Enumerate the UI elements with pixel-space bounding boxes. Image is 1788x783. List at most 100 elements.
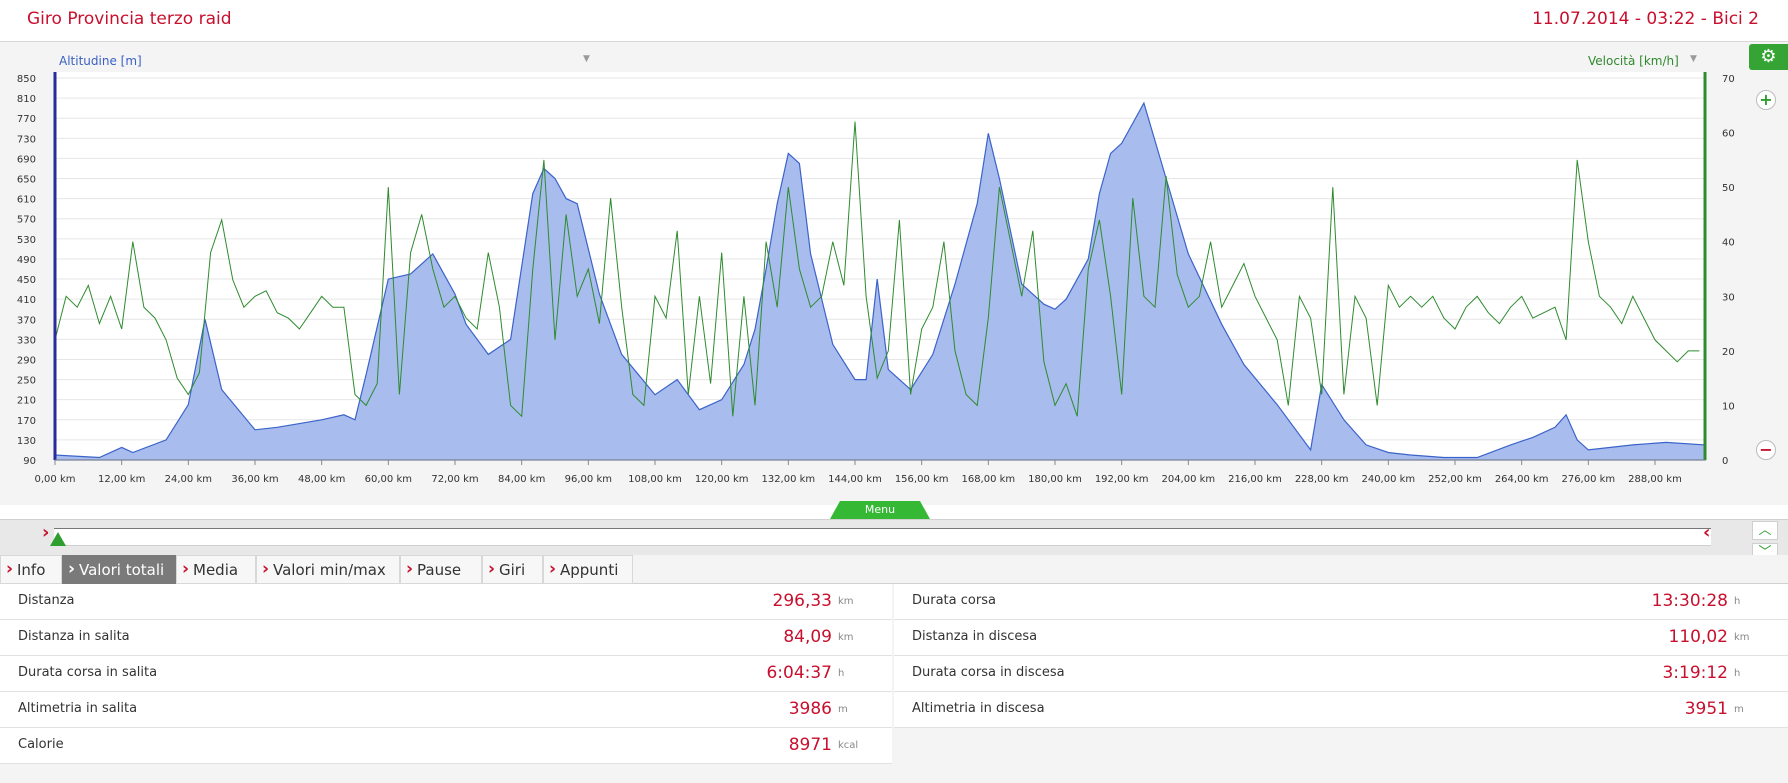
- y-tick-label: 330: [17, 335, 36, 346]
- stat-unit: h: [1734, 668, 1741, 679]
- x-tick-label: 252,00 km: [1428, 474, 1482, 485]
- stat-unit: m: [838, 704, 848, 715]
- tab-valori-min-max[interactable]: Valori min/max: [256, 555, 400, 584]
- y-tick-label: 450: [17, 275, 36, 286]
- stat-label: Altimetria in salita: [18, 701, 138, 716]
- tab-pause[interactable]: Pause: [400, 555, 482, 584]
- stat-row: Distanza in discesa 110,02 km: [894, 620, 1788, 656]
- stat-row: Distanza 296,33 km: [0, 584, 892, 620]
- y-tick-label: 610: [17, 195, 36, 206]
- elevation-speed-chart: 90 130 170 210 250 290 330 370 410 450 490 530 570 61…: [17, 72, 1735, 485]
- y-tick-label: 770: [17, 114, 36, 125]
- tab-appunti[interactable]: Appunti: [543, 555, 633, 584]
- y2-tick-label: 60: [1722, 129, 1735, 140]
- y2-tick-label: 10: [1722, 401, 1735, 412]
- settings-gear-icon[interactable]: ⚙: [1749, 44, 1788, 70]
- tab-valori-totali[interactable]: Valori totali: [62, 555, 176, 584]
- stat-unit: km: [838, 632, 854, 643]
- stat-value: 84,09: [783, 627, 832, 647]
- x-tick-label: 24,00 km: [165, 474, 212, 485]
- x-tick-label: 216,00 km: [1228, 474, 1282, 485]
- stat-value: 13:30:28: [1651, 591, 1728, 611]
- x-tick-label: 240,00 km: [1361, 474, 1415, 485]
- x-tick-label: 72,00 km: [431, 474, 478, 485]
- y-tick-label: 690: [17, 154, 36, 165]
- y-tick-label: 650: [17, 175, 36, 186]
- range-end-handle-icon[interactable]: ‹: [1703, 522, 1711, 543]
- x-tick-label: 60,00 km: [365, 474, 412, 485]
- y2-tick-label: 20: [1722, 347, 1735, 358]
- stat-row: Durata corsa 13:30:28 h: [894, 584, 1788, 620]
- y-tick-label: 410: [17, 295, 36, 306]
- tab-media[interactable]: Media: [176, 555, 256, 584]
- stat-value: 110,02: [1668, 627, 1728, 647]
- stat-row: Calorie 8971 kcal: [0, 728, 892, 764]
- range-slider-track[interactable]: [54, 528, 1711, 546]
- y2-tick-label: 40: [1722, 238, 1735, 249]
- zoom-out-icon[interactable]: −: [1756, 440, 1776, 460]
- x-tick-label: 108,00 km: [628, 474, 682, 485]
- y2-tick-label: 70: [1722, 74, 1735, 85]
- x-tick-label: 12,00 km: [98, 474, 145, 485]
- y-tick-label: 210: [17, 396, 36, 407]
- x-tick-label: 0,00 km: [35, 474, 76, 485]
- x-tick-label: 264,00 km: [1495, 474, 1549, 485]
- y-tick-label: 370: [17, 315, 36, 326]
- stat-value: 6:04:37: [766, 663, 832, 683]
- y2-tick-label: 50: [1722, 183, 1735, 194]
- stat-label: Distanza: [18, 593, 75, 608]
- page-title: Giro Provincia terzo raid: [27, 9, 232, 29]
- stat-label: Altimetria in discesa: [912, 701, 1045, 716]
- altitude-area-series: [54, 101, 1706, 461]
- y-tick-label: 290: [17, 355, 36, 366]
- x-tick-label: 36,00 km: [231, 474, 278, 485]
- range-slider: › ‹ ︿ ﹀: [0, 519, 1788, 562]
- x-tick-label: 180,00 km: [1028, 474, 1082, 485]
- x-tick-label: 168,00 km: [961, 474, 1015, 485]
- menu-toggle-button[interactable]: Menu: [830, 501, 930, 519]
- y-tick-label: 90: [23, 456, 36, 467]
- stat-unit: h: [838, 668, 845, 679]
- stats-tabs: InfoValori totaliMediaValori min/maxPaus…: [0, 555, 1788, 584]
- x-tick-label: 156,00 km: [895, 474, 949, 485]
- stat-value: 8971: [788, 735, 832, 755]
- y-tick-label: 570: [17, 215, 36, 226]
- stat-unit: km: [1734, 632, 1750, 643]
- stat-unit: kcal: [838, 740, 859, 751]
- stat-unit: m: [1734, 704, 1744, 715]
- stat-row: Altimetria in salita 3986 m: [0, 692, 892, 728]
- tab-giri[interactable]: Giri: [482, 555, 543, 584]
- stats-panel: Distanza 296,33 km Distanza in salita 84,09 k…: [0, 584, 1788, 783]
- stat-label: Durata corsa in salita: [18, 665, 158, 680]
- scroll-up-icon[interactable]: ︿: [1752, 521, 1778, 540]
- stat-label: Durata corsa in discesa: [912, 665, 1065, 680]
- stat-label: Durata corsa: [912, 593, 996, 608]
- chart-area: 90 130 170 210 250 290 330 370 410 450 490 530 570 61…: [0, 42, 1788, 505]
- stat-row: Altimetria in discesa 3951 m: [894, 692, 1788, 728]
- x-tick-label: 192,00 km: [1095, 474, 1149, 485]
- zoom-in-icon[interactable]: +: [1756, 90, 1776, 110]
- x-tick-label: 84,00 km: [498, 474, 545, 485]
- x-tick-label: 48,00 km: [298, 474, 345, 485]
- stat-row: Durata corsa in discesa 3:19:12 h: [894, 656, 1788, 692]
- stat-value: 296,33: [772, 591, 832, 611]
- left-axis-dropdown-icon[interactable]: ▼: [583, 54, 590, 64]
- header: Giro Provincia terzo raid 11.07.2014 - 0…: [0, 0, 1788, 42]
- left-axis-selector[interactable]: Altitudine [m]: [59, 54, 142, 68]
- stat-row: Distanza in salita 84,09 km: [0, 620, 892, 656]
- stat-value: 3:19:12: [1662, 663, 1728, 683]
- x-tick-label: 96,00 km: [565, 474, 612, 485]
- position-marker-icon[interactable]: [50, 532, 66, 546]
- stat-unit: h: [1734, 596, 1741, 607]
- right-axis-selector[interactable]: Velocità [km/h]: [1588, 54, 1679, 68]
- stat-unit: km: [838, 596, 854, 607]
- y-tick-label: 130: [17, 436, 36, 447]
- stat-value: 3986: [788, 699, 832, 719]
- stat-value: 3951: [1684, 699, 1728, 719]
- y2-tick-label: 0: [1722, 456, 1728, 467]
- right-axis-dropdown-icon[interactable]: ▼: [1690, 54, 1697, 64]
- range-start-handle-icon[interactable]: ›: [42, 522, 50, 543]
- stat-label: Distanza in salita: [18, 629, 130, 644]
- y-tick-label: 730: [17, 134, 36, 145]
- tab-info[interactable]: Info: [0, 555, 62, 584]
